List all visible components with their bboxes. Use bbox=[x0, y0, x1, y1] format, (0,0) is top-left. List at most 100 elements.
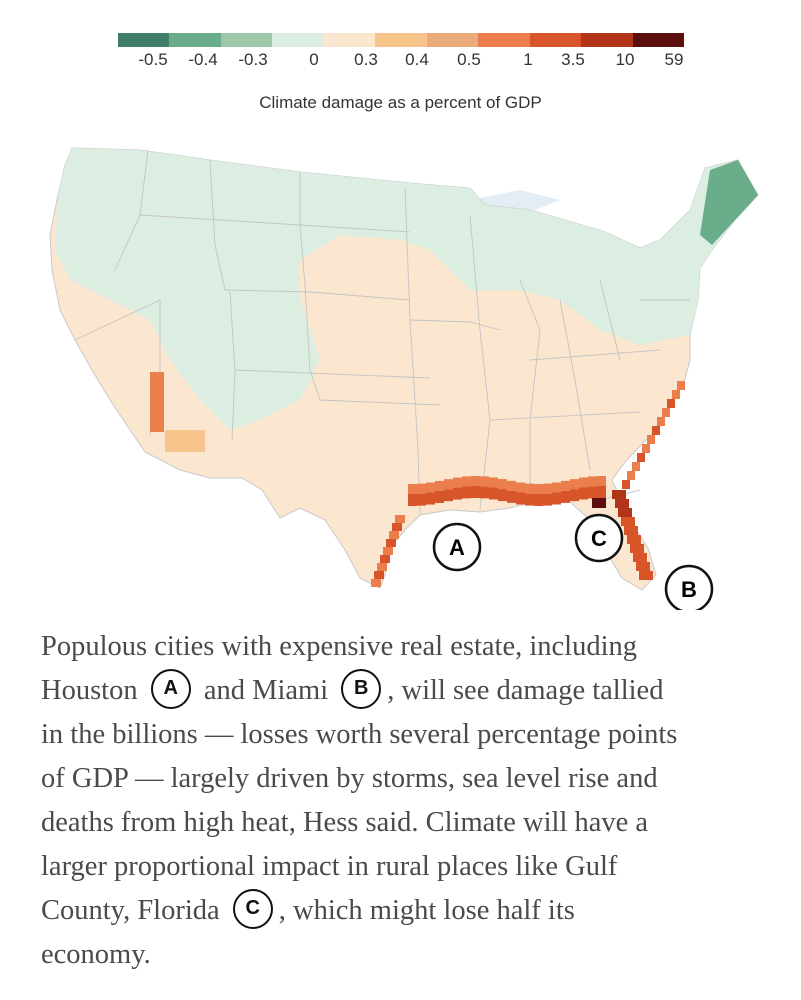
marker-b: B bbox=[664, 564, 714, 610]
gulf-county bbox=[453, 477, 462, 488]
atlantic-coast-county bbox=[677, 381, 685, 390]
florida-county bbox=[627, 535, 641, 544]
texas-coast-county bbox=[380, 555, 390, 563]
legend-tick: -0.4 bbox=[188, 50, 218, 69]
legend-swatch bbox=[632, 33, 684, 47]
marker-c-label: C bbox=[591, 526, 607, 551]
gulf-county bbox=[552, 482, 561, 493]
texas-coast-county bbox=[392, 523, 402, 531]
atlantic-coast-county bbox=[652, 426, 660, 435]
caption-line: larger proportional impact in rural plac… bbox=[41, 851, 618, 882]
inline-marker-b: B bbox=[341, 669, 382, 710]
caption-line: of GDP — largely driven by storms, sea l… bbox=[41, 763, 658, 794]
florida-county bbox=[633, 553, 647, 562]
caption-text: , will see damage tallied bbox=[387, 675, 664, 706]
caption-paragraph: Populous cities with expensive real esta… bbox=[41, 625, 771, 977]
gulf-county bbox=[534, 483, 543, 494]
gulf-county bbox=[435, 490, 444, 503]
legend-swatch bbox=[478, 33, 530, 47]
gulf-county bbox=[588, 486, 597, 499]
gulf-county bbox=[417, 483, 426, 494]
legend-swatch bbox=[118, 33, 170, 47]
gulf-county bbox=[471, 486, 480, 499]
gulf-county bbox=[597, 486, 606, 499]
gulf-county bbox=[507, 490, 516, 503]
arizona-county bbox=[165, 430, 205, 452]
florida-county bbox=[630, 544, 644, 553]
legend-tick: -0.5 bbox=[138, 50, 168, 69]
legend-tick: 3.5 bbox=[561, 50, 585, 69]
gulf-county bbox=[462, 476, 471, 487]
florida-county bbox=[621, 517, 635, 526]
gulf-county bbox=[579, 487, 588, 500]
legend-tick: 0.3 bbox=[354, 50, 378, 69]
florida-county bbox=[615, 499, 629, 508]
atlantic-coast-county bbox=[622, 480, 630, 489]
gulf-county bbox=[408, 493, 417, 506]
legend-swatch bbox=[220, 33, 273, 47]
gulf-county bbox=[534, 493, 543, 506]
florida-county bbox=[624, 526, 638, 535]
florida-county bbox=[618, 508, 632, 517]
gulf-county bbox=[426, 492, 435, 505]
gulf-county bbox=[480, 486, 489, 499]
legend-tick-labels: -0.5 -0.4 -0.3 0 0.3 0.4 0.5 1 3.5 10 59 bbox=[118, 47, 684, 71]
atlantic-coast-county bbox=[657, 417, 665, 426]
legend-swatch bbox=[581, 33, 633, 47]
gulf-county bbox=[435, 480, 444, 491]
gulf-county bbox=[489, 477, 498, 488]
caption-text: , which might lose half its bbox=[278, 895, 575, 926]
gulf-county bbox=[561, 480, 570, 491]
texas-coast-county bbox=[377, 563, 387, 571]
atlantic-coast-county bbox=[672, 390, 680, 399]
caption-line: deaths from high heat, Hess said. Climat… bbox=[41, 807, 649, 838]
state-borders bbox=[74, 149, 690, 516]
legend-tick: 10 bbox=[615, 50, 635, 69]
florida-county bbox=[639, 571, 653, 580]
legend-tick: 59 bbox=[664, 50, 684, 69]
arizona-county bbox=[150, 372, 164, 432]
marker-b-label: B bbox=[681, 577, 697, 602]
florida-county bbox=[612, 490, 626, 499]
legend-title: Climate damage as a percent of GDP bbox=[259, 93, 542, 112]
us-county-map: A C B bbox=[49, 147, 759, 610]
gulf-county bbox=[561, 490, 570, 503]
gulf-county bbox=[498, 489, 507, 502]
color-legend: -0.5 -0.4 -0.3 0 0.3 0.4 0.5 1 3.5 10 59 bbox=[118, 33, 684, 71]
caption-text: County, Florida bbox=[41, 895, 220, 926]
legend-swatch bbox=[323, 33, 376, 47]
gulf-county bbox=[516, 482, 525, 493]
gulf-county bbox=[462, 486, 471, 499]
gulf-county bbox=[417, 493, 426, 506]
atlantic-coast-county bbox=[627, 471, 635, 480]
caption-line: in the billions — losses worth several p… bbox=[41, 719, 678, 750]
marker-c: C bbox=[574, 513, 624, 563]
gulf-county bbox=[471, 476, 480, 487]
gulf-county bbox=[543, 483, 552, 494]
legend-swatch bbox=[375, 33, 427, 47]
gulf-county bbox=[525, 483, 534, 494]
gulf-county bbox=[552, 492, 561, 505]
gulf-county bbox=[570, 489, 579, 502]
gulf-county bbox=[444, 479, 453, 490]
gulf-county bbox=[480, 476, 489, 487]
atlantic-coast-county bbox=[632, 462, 640, 471]
texas-coast-county bbox=[386, 539, 396, 547]
cool-region bbox=[55, 148, 758, 430]
legend-swatch bbox=[169, 33, 221, 47]
caption-text: Houston bbox=[41, 675, 138, 706]
legend-tick: 0 bbox=[309, 50, 319, 69]
gulf-county bbox=[516, 492, 525, 505]
caption-line: Populous cities with expensive real esta… bbox=[41, 631, 637, 662]
maine-region bbox=[700, 160, 758, 245]
high-damage-counties bbox=[150, 372, 685, 587]
texas-coast-county bbox=[389, 531, 399, 539]
legend-swatch bbox=[272, 33, 324, 47]
legend-tick: -0.3 bbox=[238, 50, 268, 69]
caption-line: economy. bbox=[41, 939, 151, 970]
gulf-county bbox=[543, 493, 552, 506]
atlantic-coast-county bbox=[662, 408, 670, 417]
legend-swatch bbox=[529, 33, 582, 47]
gulf-county bbox=[597, 476, 606, 487]
gulf-county bbox=[444, 489, 453, 502]
